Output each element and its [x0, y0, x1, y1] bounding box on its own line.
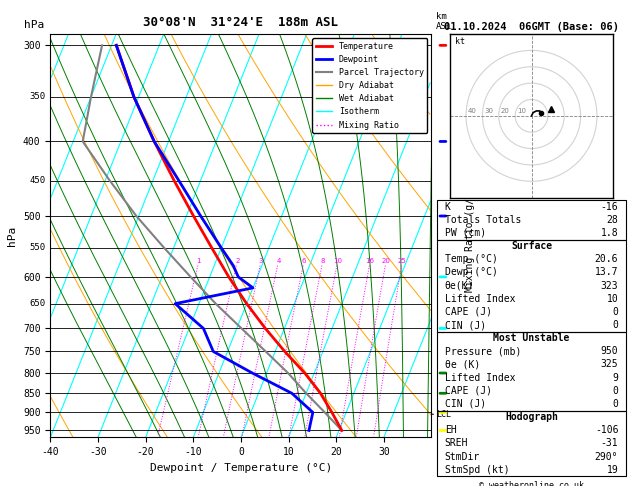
Text: 9: 9 — [613, 373, 618, 382]
Text: Mixing Ratio (g/kg): Mixing Ratio (g/kg) — [465, 180, 476, 292]
Text: 16: 16 — [365, 258, 375, 264]
Text: 30: 30 — [484, 108, 493, 114]
Text: 0: 0 — [613, 399, 618, 409]
Title: 30°08'N  31°24'E  188m ASL: 30°08'N 31°24'E 188m ASL — [143, 16, 338, 29]
Text: Hodograph: Hodograph — [505, 412, 558, 422]
Text: 450: 450 — [30, 176, 45, 185]
Text: 40: 40 — [468, 108, 477, 114]
Text: 20: 20 — [501, 108, 509, 114]
X-axis label: Dewpoint / Temperature (°C): Dewpoint / Temperature (°C) — [150, 463, 332, 473]
Text: θe (K): θe (K) — [445, 360, 480, 369]
Text: LCL: LCL — [436, 410, 450, 419]
Text: StmSpd (kt): StmSpd (kt) — [445, 465, 509, 475]
Text: 8: 8 — [321, 258, 325, 264]
Text: Surface: Surface — [511, 241, 552, 251]
Bar — [437, 331, 626, 411]
Text: Pressure (mb): Pressure (mb) — [445, 347, 521, 356]
Text: 6: 6 — [302, 258, 306, 264]
Text: 19: 19 — [606, 465, 618, 475]
Legend: Temperature, Dewpoint, Parcel Trajectory, Dry Adiabat, Wet Adiabat, Isotherm, Mi: Temperature, Dewpoint, Parcel Trajectory… — [313, 38, 427, 133]
Text: 25: 25 — [398, 258, 407, 264]
Text: 13.7: 13.7 — [595, 267, 618, 278]
Text: Totals Totals: Totals Totals — [445, 215, 521, 225]
Text: 325: 325 — [601, 360, 618, 369]
Text: CAPE (J): CAPE (J) — [445, 307, 492, 317]
Text: 0: 0 — [613, 386, 618, 396]
Text: K: K — [445, 202, 450, 212]
Text: 650: 650 — [30, 299, 45, 308]
Text: 4: 4 — [276, 258, 281, 264]
Text: 1: 1 — [197, 258, 201, 264]
Text: km
ASL: km ASL — [436, 12, 452, 31]
Text: θe(K): θe(K) — [445, 280, 474, 291]
Bar — [437, 240, 626, 331]
Text: -16: -16 — [601, 202, 618, 212]
Text: 20: 20 — [382, 258, 391, 264]
Text: CIN (J): CIN (J) — [445, 320, 486, 330]
Text: 0: 0 — [613, 307, 618, 317]
Text: 290°: 290° — [595, 451, 618, 462]
Text: Most Unstable: Most Unstable — [493, 333, 570, 343]
Y-axis label: hPa: hPa — [8, 226, 18, 246]
Text: 2: 2 — [235, 258, 240, 264]
Text: -106: -106 — [595, 425, 618, 435]
Text: kt: kt — [455, 37, 465, 46]
Bar — [437, 411, 626, 476]
Text: 20.6: 20.6 — [595, 254, 618, 264]
Text: CAPE (J): CAPE (J) — [445, 386, 492, 396]
Text: SREH: SREH — [445, 438, 468, 449]
Text: 0: 0 — [613, 320, 618, 330]
Text: 10: 10 — [606, 294, 618, 304]
Text: © weatheronline.co.uk: © weatheronline.co.uk — [479, 481, 584, 486]
Text: 950: 950 — [601, 347, 618, 356]
Bar — [437, 200, 626, 240]
Text: 323: 323 — [601, 280, 618, 291]
Text: PW (cm): PW (cm) — [445, 228, 486, 238]
Text: 10: 10 — [517, 108, 526, 114]
Text: -31: -31 — [601, 438, 618, 449]
Text: 1.8: 1.8 — [601, 228, 618, 238]
Text: Lifted Index: Lifted Index — [445, 373, 515, 382]
Text: 01.10.2024  06GMT (Base: 06): 01.10.2024 06GMT (Base: 06) — [444, 21, 619, 32]
Text: EH: EH — [445, 425, 457, 435]
Text: Lifted Index: Lifted Index — [445, 294, 515, 304]
Text: StmDir: StmDir — [445, 451, 480, 462]
Text: Dewp (°C): Dewp (°C) — [445, 267, 498, 278]
Text: 350: 350 — [30, 92, 45, 102]
Text: 550: 550 — [30, 243, 45, 252]
Text: 3: 3 — [259, 258, 264, 264]
Text: hPa: hPa — [24, 20, 44, 30]
Text: Temp (°C): Temp (°C) — [445, 254, 498, 264]
Text: 28: 28 — [606, 215, 618, 225]
Text: 10: 10 — [333, 258, 342, 264]
Text: CIN (J): CIN (J) — [445, 399, 486, 409]
